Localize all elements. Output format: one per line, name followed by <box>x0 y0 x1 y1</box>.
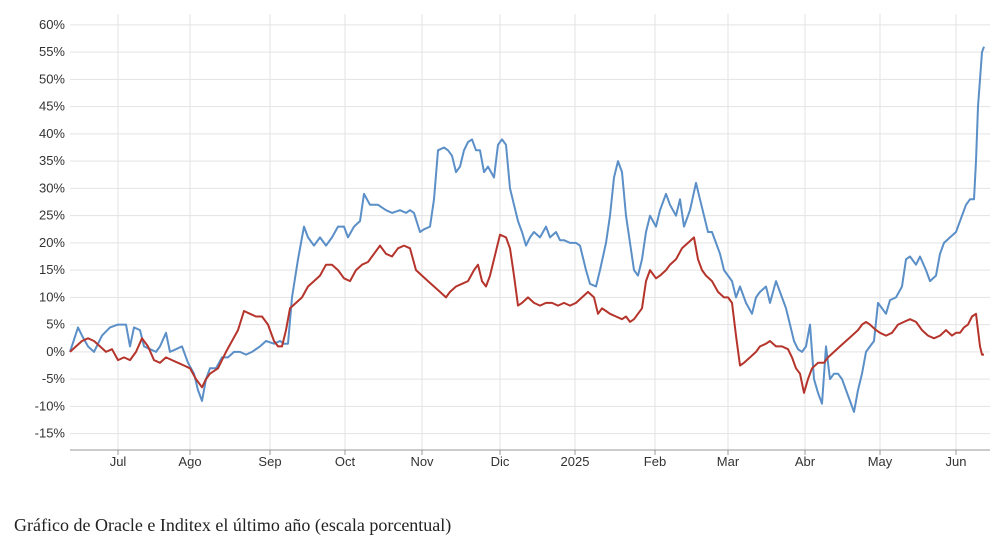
y-axis: 60% 55% 50% 45% 40% 35% 30% 25% 20% 15% 10% 5% 0% -5%… <box>35 17 66 441</box>
plot-area <box>70 14 990 450</box>
y-tick-label: -15% <box>35 426 66 441</box>
y-tick-label: 60% <box>39 17 65 32</box>
x-tick-label: Feb <box>644 454 666 469</box>
x-tick-label: Nov <box>410 454 434 469</box>
x-tick-label: Ago <box>178 454 201 469</box>
chart-caption: Gráfico de Oracle e Inditex el último añ… <box>14 515 452 535</box>
x-tick-label: 2025 <box>561 454 590 469</box>
x-tick-label: Mar <box>717 454 740 469</box>
y-tick-label: 5% <box>46 317 65 332</box>
x-tick-label: May <box>868 454 893 469</box>
y-tick-label: 40% <box>39 126 65 141</box>
y-tick-label: 30% <box>39 180 65 195</box>
x-tick-label: Abr <box>795 454 816 469</box>
series-line-blue <box>69 46 985 413</box>
x-tick-label: Jul <box>110 454 127 469</box>
y-tick-label: 0% <box>46 344 65 359</box>
y-tick-label: 20% <box>39 235 65 250</box>
y-tick-label: 50% <box>39 71 65 86</box>
series-line-red <box>69 233 984 394</box>
y-tick-label: 25% <box>39 208 65 223</box>
y-tick-label: 45% <box>39 99 65 114</box>
y-tick-label: 35% <box>39 153 65 168</box>
y-tick-label: -10% <box>35 398 66 413</box>
x-tick-label: Jun <box>946 454 967 469</box>
y-tick-label: -5% <box>42 371 66 386</box>
x-tick-label: Oct <box>335 454 356 469</box>
y-tick-label: 10% <box>39 289 65 304</box>
x-axis: Jul Ago Sep Oct Nov Dic 2025 Feb Mar Abr May Jun <box>110 450 967 469</box>
y-tick-label: 15% <box>39 262 65 277</box>
x-tick-label: Dic <box>491 454 510 469</box>
y-tick-label: 55% <box>39 44 65 59</box>
line-chart: 60% 55% 50% 45% 40% 35% 30% 25% 20% 15% 10% 5% 0% -5%… <box>35 14 990 469</box>
grid <box>70 14 990 450</box>
series-layer <box>69 46 985 413</box>
x-tick-label: Sep <box>258 454 281 469</box>
